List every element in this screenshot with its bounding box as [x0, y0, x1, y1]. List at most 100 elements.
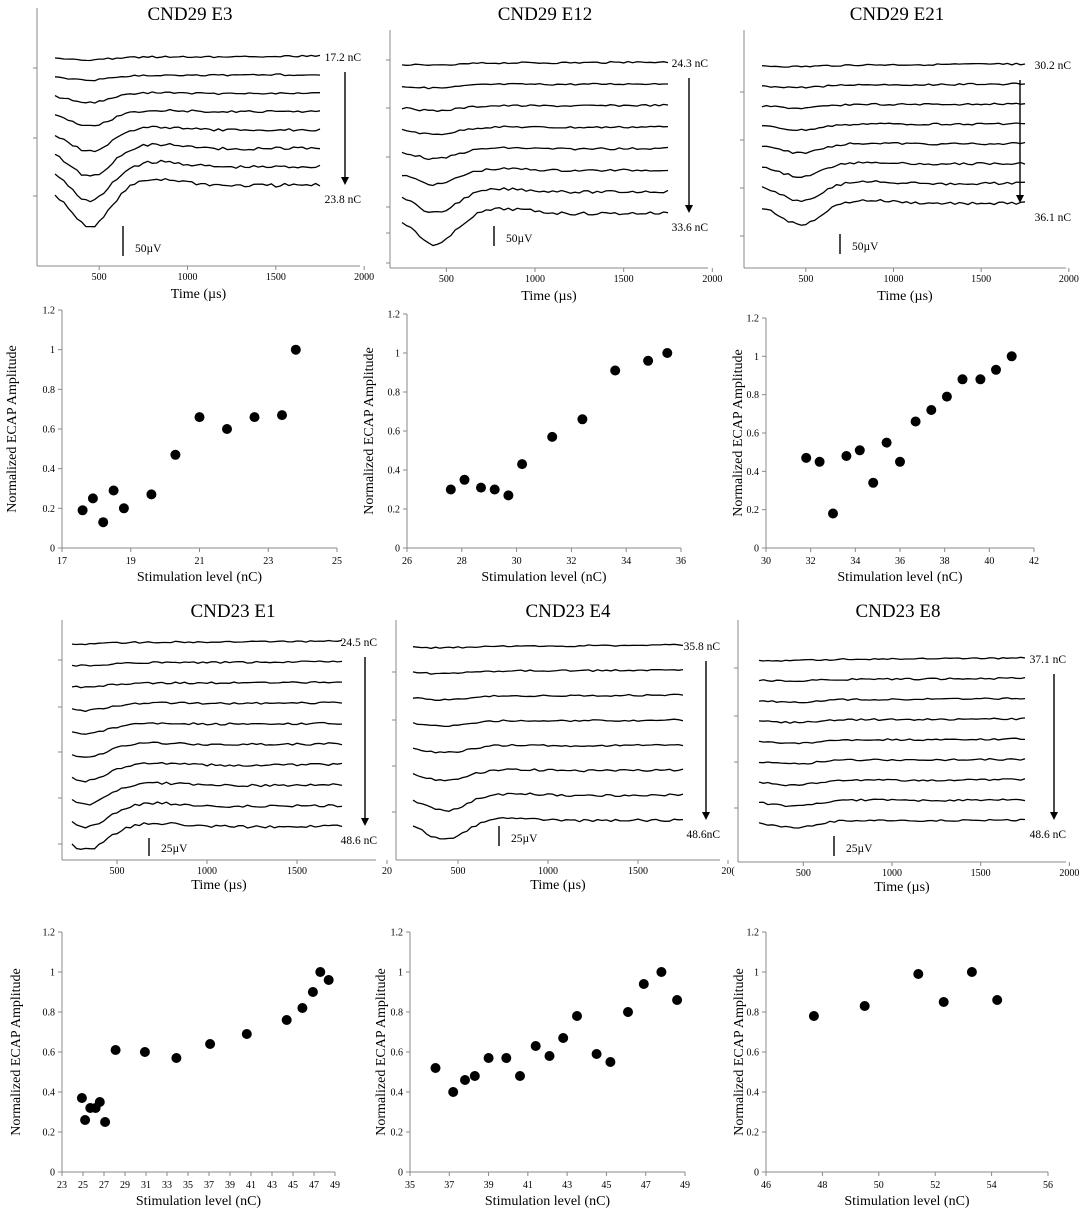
trace-line: [412, 668, 684, 675]
data-point: [194, 412, 205, 423]
x-tick-label: 1000: [882, 868, 902, 879]
x-tick-label: 1500: [971, 274, 991, 285]
data-point: [992, 995, 1003, 1005]
y-tick-label: 0.2: [747, 505, 760, 516]
stim-start-label: 24.5 nC: [341, 637, 378, 649]
data-point: [171, 1053, 182, 1063]
x-tick-label: 25: [78, 1180, 88, 1191]
data-point: [662, 348, 673, 358]
trace-line: [54, 91, 320, 104]
x-axis-title: Time (µs): [191, 878, 247, 893]
data-point: [94, 1097, 105, 1107]
data-point: [926, 405, 937, 415]
y-tick-label: 0.2: [43, 504, 56, 515]
x-tick-label: 32: [806, 556, 816, 567]
x-tick-label: 38: [940, 556, 950, 567]
trace-line: [761, 122, 1026, 132]
data-point: [281, 1015, 292, 1025]
trace-line: [71, 781, 343, 806]
x-tick-label: 1000: [197, 866, 217, 877]
data-point: [139, 1047, 150, 1057]
data-point: [76, 1093, 87, 1103]
data-point: [938, 997, 949, 1007]
x-tick-label: 21: [195, 556, 205, 567]
x-tick-label: 34: [850, 556, 860, 567]
x-tick-label: 49: [330, 1180, 340, 1191]
y-tick-label: 1.2: [747, 928, 760, 939]
x-tick-label: 25: [332, 556, 342, 567]
x-tick-label: 28: [457, 556, 467, 567]
y-tick-label: 1: [50, 345, 55, 356]
trace-line: [758, 757, 1026, 765]
x-tick-label: 42: [1029, 556, 1039, 567]
data-point: [610, 365, 621, 376]
panel-title: CND29 E21: [850, 4, 944, 25]
y-tick-label: 0.6: [43, 1048, 56, 1059]
x-tick-label: 500: [798, 274, 813, 285]
data-point: [854, 445, 865, 456]
x-tick-label: 34: [621, 556, 631, 567]
data-point: [591, 1049, 602, 1059]
x-tick-label: 39: [225, 1180, 235, 1191]
data-point: [841, 451, 852, 461]
y-tick-label: 0: [395, 544, 400, 555]
data-point: [110, 1045, 121, 1055]
trace-line: [71, 660, 343, 667]
data-point: [577, 414, 588, 425]
data-point: [643, 355, 654, 366]
scale-bar-label: 25µV: [161, 843, 188, 855]
y-tick-label: 1.2: [388, 310, 401, 321]
data-point: [828, 508, 838, 519]
panel-title: CND23 E1: [191, 601, 276, 622]
x-tick-label: 1500: [266, 272, 286, 283]
y-tick-label: 1.2: [43, 928, 56, 939]
trace-line: [412, 693, 684, 701]
arrow-head: [685, 205, 693, 213]
data-point: [605, 1057, 616, 1067]
y-tick-label: 1.2: [391, 928, 404, 939]
y-tick-label: 0.6: [747, 429, 760, 440]
data-point: [98, 517, 109, 528]
x-tick-label: 54: [987, 1180, 997, 1191]
y-tick-label: 0.4: [747, 1088, 760, 1099]
data-point: [530, 1041, 541, 1051]
data-point: [913, 969, 924, 979]
data-point: [315, 967, 326, 977]
x-axis-title: Time (µs): [877, 289, 933, 304]
x-axis-title: Stimulation level (nC): [481, 570, 607, 585]
stim-end-label: 48.6 nC: [341, 835, 378, 847]
trace-line: [758, 697, 1026, 704]
x-tick-label: 30: [512, 556, 522, 567]
x-tick-label: 1000: [884, 274, 904, 285]
y-axis-title: Normalized ECAP Amplitude: [9, 968, 24, 1135]
stim-end-label: 23.8 nC: [325, 194, 362, 206]
x-tick-label: 1500: [614, 274, 634, 285]
stim-start-label: 35.8 nC: [684, 641, 721, 653]
scatter-panel-s4: 0 0.2 0.4 0.6 0.8 1 1.2 23 25 27 29 31 33 35 37 39 41 43 4…: [9, 928, 340, 1210]
trace-line: [401, 82, 668, 90]
x-tick-label: 36: [895, 556, 905, 567]
scale-bar-label: 25µV: [846, 843, 873, 855]
trace-line: [71, 821, 343, 850]
y-tick-label: 1.2: [747, 314, 760, 325]
waveform-panel-w4: CND23 E1 500 1000 1500 20 Time (µs) 24.5 nC 48.…: [58, 601, 392, 893]
panel-title: CND23 E8: [856, 601, 941, 622]
data-point: [572, 1011, 582, 1021]
stim-end-label: 33.6 nC: [672, 222, 709, 234]
trace-line: [758, 676, 1026, 683]
scale-bar-label: 25µV: [511, 833, 538, 845]
stim-start-label: 24.3 nC: [672, 58, 709, 70]
data-point: [859, 1001, 870, 1011]
x-axis-title: Stimulation level (nC): [136, 1194, 262, 1209]
data-point: [868, 477, 879, 488]
x-tick-label: 26: [402, 556, 412, 567]
x-tick-label: 30: [761, 556, 771, 567]
trace-line: [54, 125, 321, 153]
x-tick-label: 56: [1043, 1180, 1053, 1191]
x-tick-label: 23: [263, 556, 273, 567]
data-point: [249, 412, 260, 423]
waveform-panel-w3: CND29 E21 500 1000 1500 2000 Time (µs) 30.2 nC…: [740, 4, 1079, 304]
trace-line: [761, 198, 1026, 226]
data-point: [100, 1117, 111, 1127]
x-tick-label: 33: [162, 1180, 172, 1191]
